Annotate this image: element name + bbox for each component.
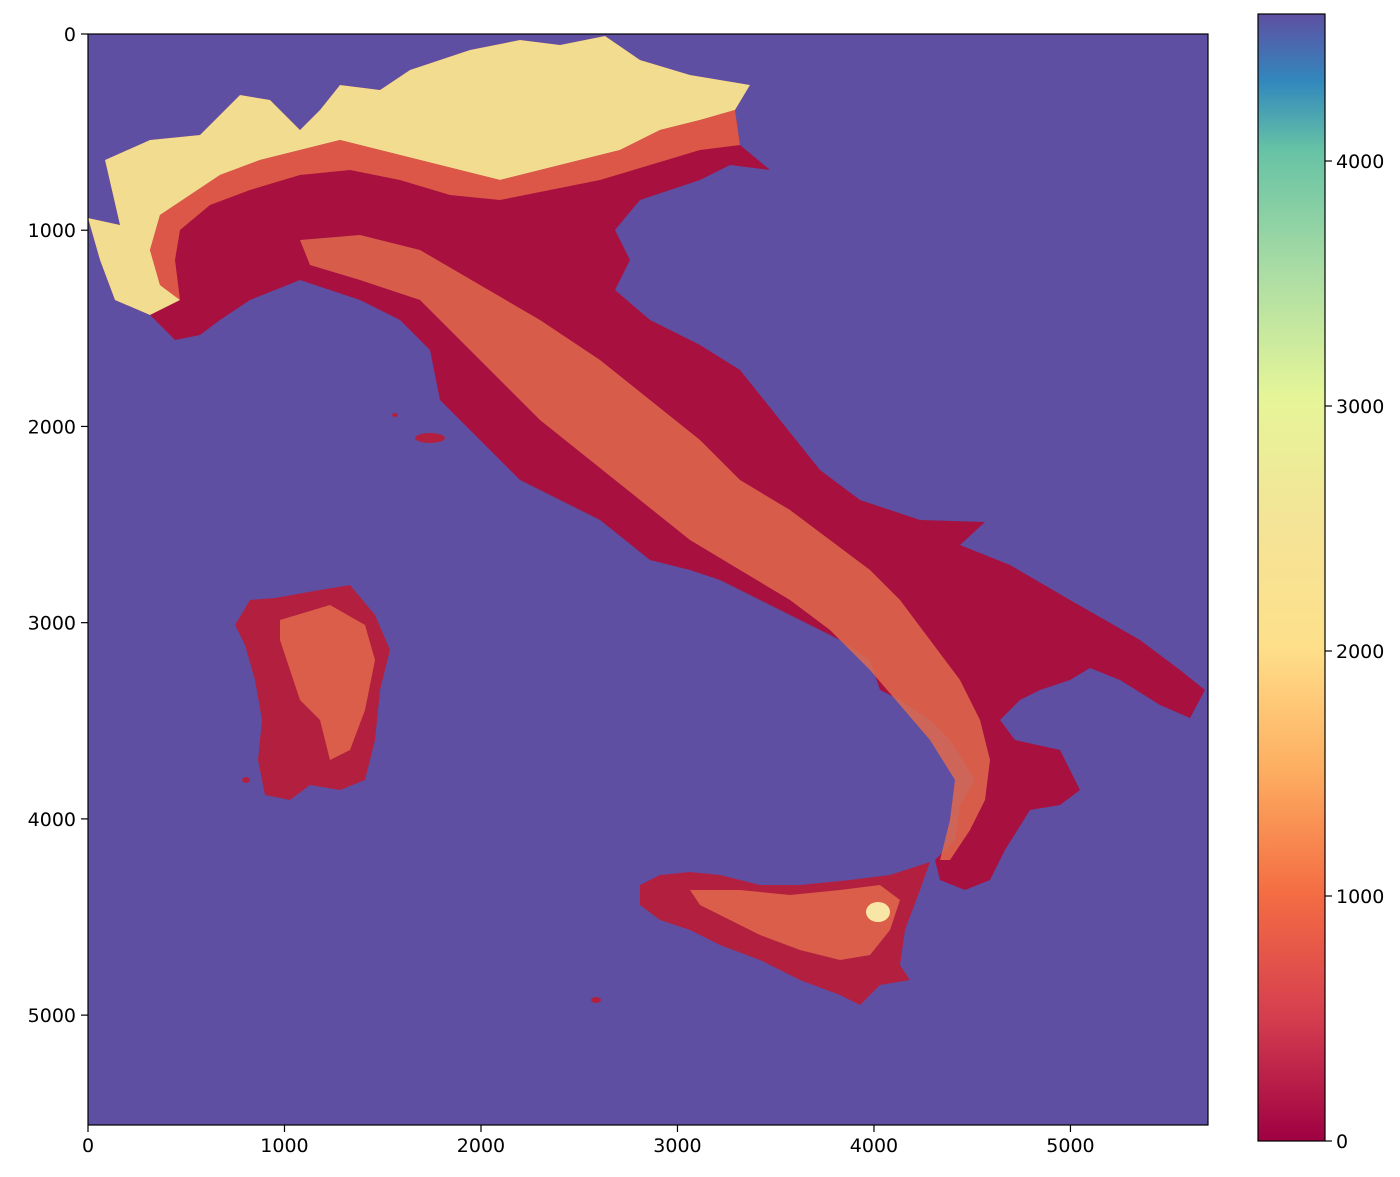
colorbar-tick-label: 4000 — [1336, 151, 1384, 173]
y-tick-label: 3000 — [28, 613, 76, 635]
y-tick-label: 4000 — [28, 809, 76, 831]
x-tick-label: 3000 — [653, 1135, 701, 1157]
colorbar — [1258, 14, 1325, 1141]
y-tick-label: 5000 — [28, 1005, 76, 1027]
colorbar-axis: 0 1000 2000 3000 4000 — [1325, 151, 1384, 1153]
elba-island — [415, 433, 445, 443]
y-axis: 0 1000 2000 3000 4000 5000 — [28, 24, 88, 1027]
colorbar-tick-label: 2000 — [1336, 641, 1384, 663]
small-island — [242, 777, 250, 783]
small-island — [591, 997, 601, 1003]
colorbar-tick-label: 3000 — [1336, 396, 1384, 418]
x-tick-label: 2000 — [457, 1135, 505, 1157]
x-axis: 0 1000 2000 3000 4000 5000 — [82, 1125, 1095, 1157]
etna-peak — [866, 902, 890, 922]
y-tick-label: 0 — [64, 24, 76, 46]
x-tick-label: 5000 — [1046, 1135, 1094, 1157]
y-tick-label: 1000 — [28, 220, 76, 242]
y-tick-label: 2000 — [28, 416, 76, 438]
small-island — [392, 413, 398, 417]
x-tick-label: 4000 — [850, 1135, 898, 1157]
x-tick-label: 0 — [82, 1135, 94, 1157]
colorbar-tick-label: 1000 — [1336, 886, 1384, 908]
colorbar-tick-label: 0 — [1336, 1131, 1348, 1153]
x-tick-label: 1000 — [260, 1135, 308, 1157]
elevation-heatmap — [88, 34, 1208, 1125]
